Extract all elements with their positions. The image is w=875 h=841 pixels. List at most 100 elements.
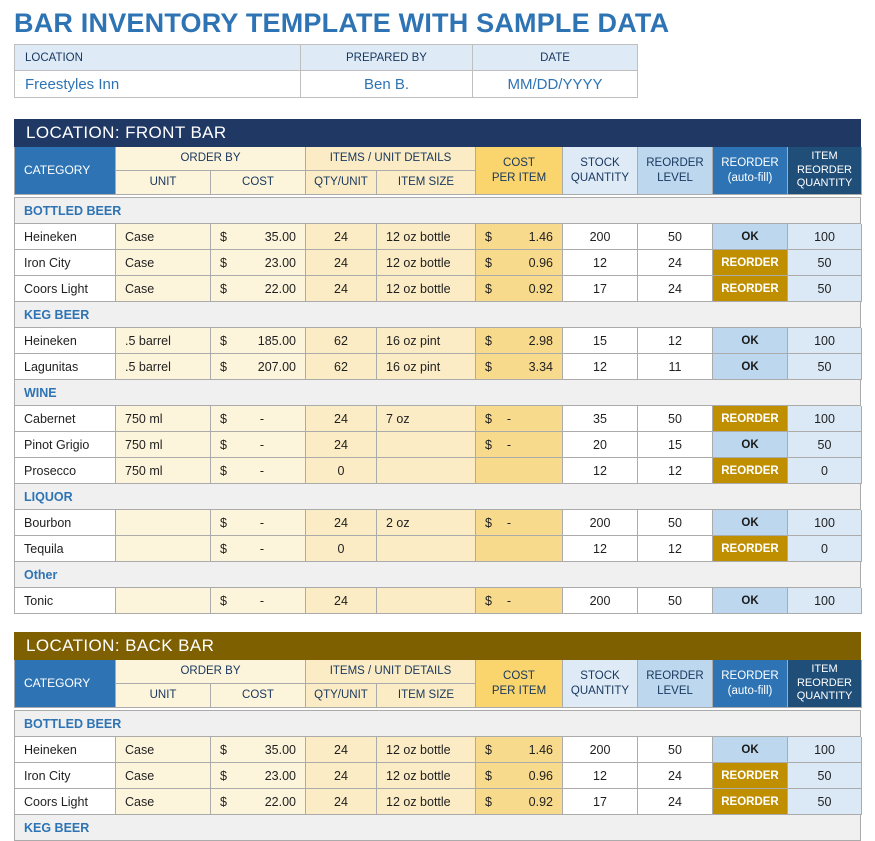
info-value-location[interactable]: Freestyles Inn <box>15 71 301 98</box>
cell-cost[interactable]: $22.00 <box>211 276 306 302</box>
cell-qty-unit[interactable]: 0 <box>306 458 377 484</box>
cell-reorder-level[interactable]: 50 <box>638 510 713 536</box>
cell-cost[interactable]: $23.00 <box>211 763 306 789</box>
cell-item-size[interactable]: 7 oz <box>377 406 476 432</box>
cell-reorder-level[interactable]: 50 <box>638 588 713 614</box>
cell-unit[interactable]: Case <box>116 276 211 302</box>
cell-cost[interactable]: $22.00 <box>211 789 306 815</box>
cell-reorder-level[interactable]: 50 <box>638 406 713 432</box>
cell-qty-unit[interactable]: 24 <box>306 737 377 763</box>
cell-item-size[interactable]: 12 oz bottle <box>377 737 476 763</box>
cell-cost[interactable]: $ - <box>211 406 306 432</box>
cell-item-size[interactable]: 12 oz bottle <box>377 224 476 250</box>
cell-stock-quantity[interactable]: 15 <box>563 328 638 354</box>
cell-unit[interactable]: Case <box>116 763 211 789</box>
cell-qty-unit[interactable]: 24 <box>306 789 377 815</box>
cell-qty-unit[interactable]: 0 <box>306 536 377 562</box>
cell-reorder-status[interactable]: REORDER <box>713 250 788 276</box>
cell-item-size[interactable] <box>377 458 476 484</box>
cell-cost[interactable]: $35.00 <box>211 224 306 250</box>
cell-stock-quantity[interactable]: 12 <box>563 354 638 380</box>
cell-cost[interactable]: $23.00 <box>211 250 306 276</box>
cell-cost[interactable]: $ - <box>211 510 306 536</box>
cell-reorder-status[interactable]: REORDER <box>713 406 788 432</box>
cell-reorder-status[interactable]: OK <box>713 588 788 614</box>
cell-stock-quantity[interactable]: 200 <box>563 588 638 614</box>
cell-item-size[interactable]: 16 oz pint <box>377 328 476 354</box>
cell-item[interactable]: Tonic <box>15 588 116 614</box>
cell-reorder-status[interactable]: OK <box>713 354 788 380</box>
cell-reorder-status[interactable]: REORDER <box>713 789 788 815</box>
cell-unit[interactable] <box>116 510 211 536</box>
cell-reorder-level[interactable]: 24 <box>638 789 713 815</box>
cell-item[interactable]: Heineken <box>15 737 116 763</box>
cell-cost[interactable]: $ - <box>211 536 306 562</box>
cell-reorder-status[interactable]: OK <box>713 224 788 250</box>
cell-cost-per-item[interactable]: $0.96 <box>476 250 563 276</box>
cell-item-reorder-qty[interactable]: 0 <box>788 536 862 562</box>
cell-item[interactable]: Iron City <box>15 763 116 789</box>
cell-cost-per-item[interactable]: $1.46 <box>476 224 563 250</box>
cell-qty-unit[interactable]: 24 <box>306 224 377 250</box>
cell-item-reorder-qty[interactable]: 0 <box>788 458 862 484</box>
info-value-date[interactable]: MM/DD/YYYY <box>473 71 638 98</box>
cell-item-size[interactable]: 12 oz bottle <box>377 789 476 815</box>
cell-reorder-level[interactable]: 12 <box>638 536 713 562</box>
cell-item-size[interactable]: 12 oz bottle <box>377 250 476 276</box>
cell-item[interactable]: Cabernet <box>15 406 116 432</box>
cell-item-size[interactable]: 12 oz bottle <box>377 763 476 789</box>
cell-item[interactable]: Coors Light <box>15 276 116 302</box>
cell-reorder-status[interactable]: OK <box>713 432 788 458</box>
cell-item-reorder-qty[interactable]: 100 <box>788 406 862 432</box>
cell-item-size[interactable] <box>377 432 476 458</box>
cell-stock-quantity[interactable]: 12 <box>563 250 638 276</box>
cell-stock-quantity[interactable]: 17 <box>563 789 638 815</box>
cell-reorder-level[interactable]: 11 <box>638 354 713 380</box>
cell-reorder-level[interactable]: 50 <box>638 737 713 763</box>
cell-unit[interactable]: 750 ml <box>116 458 211 484</box>
cell-cost-per-item[interactable]: $ - <box>476 588 563 614</box>
cell-stock-quantity[interactable]: 20 <box>563 432 638 458</box>
cell-cost-per-item[interactable]: $0.96 <box>476 763 563 789</box>
cell-cost-per-item[interactable]: $ - <box>476 406 563 432</box>
cell-item-size[interactable] <box>377 588 476 614</box>
cell-stock-quantity[interactable]: 200 <box>563 224 638 250</box>
cell-item-reorder-qty[interactable]: 100 <box>788 588 862 614</box>
cell-qty-unit[interactable]: 24 <box>306 763 377 789</box>
cell-item-reorder-qty[interactable]: 100 <box>788 224 862 250</box>
cell-stock-quantity[interactable]: 35 <box>563 406 638 432</box>
cell-unit[interactable]: Case <box>116 224 211 250</box>
cell-cost[interactable]: $35.00 <box>211 737 306 763</box>
cell-qty-unit[interactable]: 24 <box>306 510 377 536</box>
cell-reorder-level[interactable]: 50 <box>638 224 713 250</box>
cell-stock-quantity[interactable]: 200 <box>563 510 638 536</box>
cell-item-reorder-qty[interactable]: 50 <box>788 763 862 789</box>
cell-reorder-status[interactable]: REORDER <box>713 763 788 789</box>
cell-qty-unit[interactable]: 24 <box>306 406 377 432</box>
cell-item-size[interactable]: 12 oz bottle <box>377 276 476 302</box>
cell-item-reorder-qty[interactable]: 50 <box>788 354 862 380</box>
cell-cost[interactable]: $ - <box>211 458 306 484</box>
cell-qty-unit[interactable]: 62 <box>306 328 377 354</box>
cell-cost-per-item[interactable]: $2.98 <box>476 328 563 354</box>
cell-cost-per-item[interactable]: $3.34 <box>476 354 563 380</box>
cell-qty-unit[interactable]: 24 <box>306 250 377 276</box>
cell-item-reorder-qty[interactable]: 50 <box>788 789 862 815</box>
cell-stock-quantity[interactable]: 12 <box>563 536 638 562</box>
cell-reorder-status[interactable]: OK <box>713 510 788 536</box>
cell-reorder-level[interactable]: 15 <box>638 432 713 458</box>
cell-unit[interactable]: Case <box>116 250 211 276</box>
cell-item-reorder-qty[interactable]: 100 <box>788 328 862 354</box>
cell-reorder-level[interactable]: 24 <box>638 250 713 276</box>
cell-item[interactable]: Tequila <box>15 536 116 562</box>
cell-cost-per-item[interactable] <box>476 536 563 562</box>
cell-item-size[interactable]: 16 oz pint <box>377 354 476 380</box>
cell-reorder-status[interactable]: REORDER <box>713 536 788 562</box>
cell-reorder-status[interactable]: REORDER <box>713 276 788 302</box>
cell-item[interactable]: Coors Light <box>15 789 116 815</box>
cell-item-reorder-qty[interactable]: 50 <box>788 432 862 458</box>
cell-stock-quantity[interactable]: 12 <box>563 458 638 484</box>
cell-item-size[interactable]: 2 oz <box>377 510 476 536</box>
cell-item[interactable]: Prosecco <box>15 458 116 484</box>
cell-cost[interactable]: $207.00 <box>211 354 306 380</box>
